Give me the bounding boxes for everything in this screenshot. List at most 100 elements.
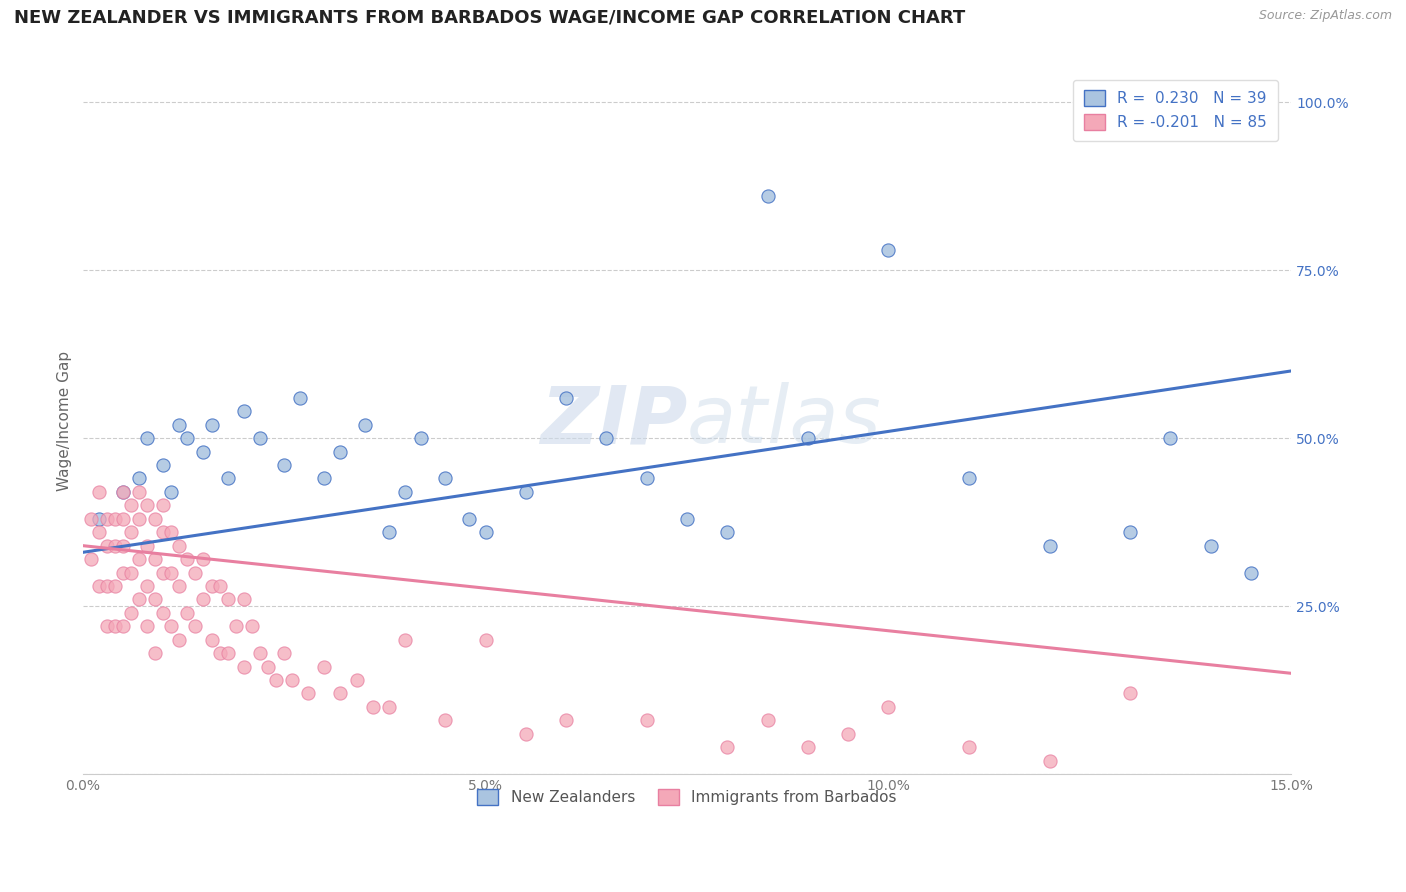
Point xyxy=(111,484,134,499)
Point xyxy=(176,552,198,566)
Point xyxy=(217,646,239,660)
Point xyxy=(87,484,110,499)
Point xyxy=(329,444,352,458)
Point xyxy=(136,539,159,553)
Point xyxy=(756,714,779,728)
Point xyxy=(515,727,537,741)
Point xyxy=(232,592,254,607)
Point xyxy=(184,566,207,580)
Point xyxy=(193,444,215,458)
Point xyxy=(143,552,166,566)
Point xyxy=(353,417,375,432)
Point xyxy=(152,499,174,513)
Point xyxy=(281,673,304,687)
Point xyxy=(96,579,118,593)
Point xyxy=(756,189,779,203)
Point xyxy=(249,646,271,660)
Point xyxy=(200,579,222,593)
Point xyxy=(716,740,738,755)
Point xyxy=(111,619,134,633)
Point xyxy=(87,512,110,526)
Point xyxy=(217,592,239,607)
Point xyxy=(169,417,191,432)
Point xyxy=(169,539,191,553)
Legend: New Zealanders, Immigrants from Barbados: New Zealanders, Immigrants from Barbados xyxy=(467,779,908,816)
Point xyxy=(200,417,222,432)
Point xyxy=(515,484,537,499)
Point xyxy=(128,592,150,607)
Point xyxy=(169,579,191,593)
Point xyxy=(314,471,336,485)
Point xyxy=(434,714,457,728)
Point xyxy=(837,727,859,741)
Point xyxy=(288,391,311,405)
Point xyxy=(152,525,174,540)
Point xyxy=(96,512,118,526)
Point xyxy=(797,740,820,755)
Point xyxy=(636,714,658,728)
Point xyxy=(104,539,127,553)
Point xyxy=(160,566,183,580)
Point xyxy=(96,619,118,633)
Point xyxy=(160,619,183,633)
Point xyxy=(79,552,101,566)
Point xyxy=(394,484,416,499)
Point xyxy=(152,458,174,472)
Point xyxy=(1119,525,1142,540)
Point xyxy=(225,619,247,633)
Point xyxy=(120,525,142,540)
Point xyxy=(152,566,174,580)
Point xyxy=(877,243,900,257)
Point xyxy=(87,525,110,540)
Point xyxy=(79,512,101,526)
Y-axis label: Wage/Income Gap: Wage/Income Gap xyxy=(58,351,72,491)
Point xyxy=(136,619,159,633)
Point xyxy=(273,458,295,472)
Point xyxy=(1240,566,1263,580)
Point xyxy=(555,714,578,728)
Text: NEW ZEALANDER VS IMMIGRANTS FROM BARBADOS WAGE/INCOME GAP CORRELATION CHART: NEW ZEALANDER VS IMMIGRANTS FROM BARBADO… xyxy=(14,9,966,27)
Point xyxy=(797,431,820,445)
Point xyxy=(160,525,183,540)
Point xyxy=(120,566,142,580)
Point xyxy=(458,512,481,526)
Point xyxy=(314,659,336,673)
Point xyxy=(128,552,150,566)
Point xyxy=(104,512,127,526)
Point xyxy=(104,579,127,593)
Point xyxy=(208,579,231,593)
Point xyxy=(136,499,159,513)
Point xyxy=(128,512,150,526)
Point xyxy=(128,484,150,499)
Point xyxy=(474,525,496,540)
Text: atlas: atlas xyxy=(688,383,882,460)
Point xyxy=(346,673,368,687)
Text: ZIP: ZIP xyxy=(540,383,688,460)
Point xyxy=(555,391,578,405)
Point xyxy=(264,673,287,687)
Point xyxy=(128,471,150,485)
Point xyxy=(1039,539,1062,553)
Point xyxy=(257,659,280,673)
Point xyxy=(249,431,271,445)
Point xyxy=(1159,431,1181,445)
Point xyxy=(1199,539,1222,553)
Point xyxy=(676,512,699,526)
Point xyxy=(176,606,198,620)
Point xyxy=(208,646,231,660)
Point xyxy=(232,404,254,418)
Point xyxy=(394,632,416,647)
Point xyxy=(636,471,658,485)
Point xyxy=(409,431,432,445)
Point xyxy=(1119,686,1142,700)
Point xyxy=(329,686,352,700)
Point xyxy=(136,431,159,445)
Point xyxy=(176,431,198,445)
Point xyxy=(143,512,166,526)
Point xyxy=(87,579,110,593)
Point xyxy=(434,471,457,485)
Point xyxy=(957,740,980,755)
Point xyxy=(361,700,384,714)
Point xyxy=(217,471,239,485)
Point xyxy=(104,619,127,633)
